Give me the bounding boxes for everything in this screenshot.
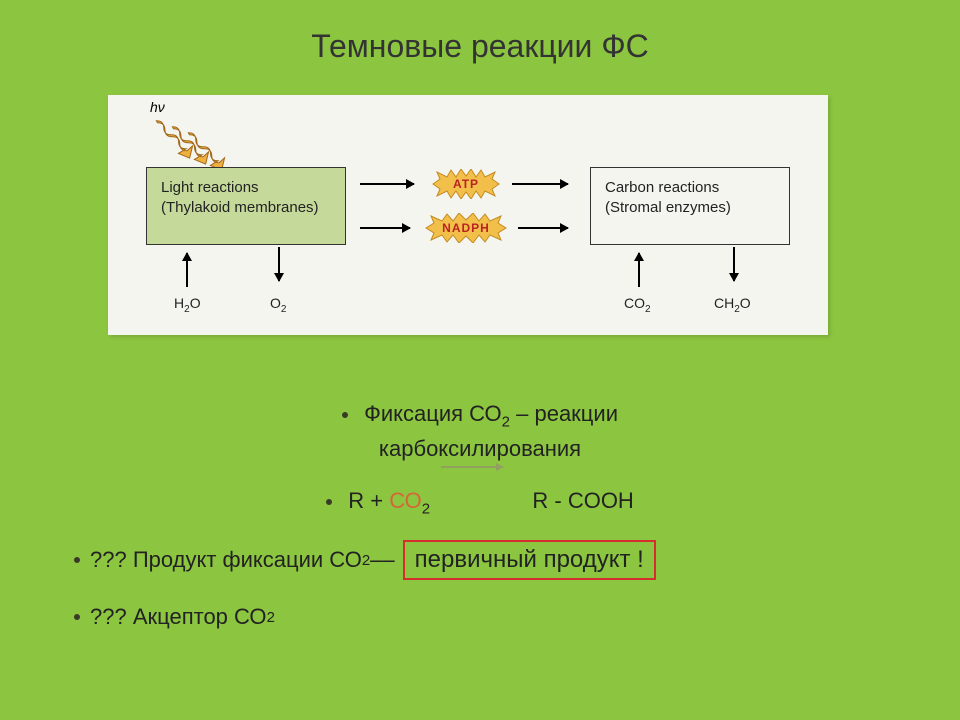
light-box-line2: (Thylakoid membranes) <box>161 198 331 218</box>
diagram-panel: hν Light reactions (Thylakoid membranes)… <box>108 95 828 335</box>
bullet-fixation: Фиксация СО2 – реакции карбоксилирования <box>0 398 960 465</box>
o2-label: O2 <box>270 295 286 315</box>
arrow-icon <box>360 227 410 229</box>
h2o-label: H2O <box>174 295 201 315</box>
light-box-line1: Light reactions <box>161 178 331 198</box>
carbon-reactions-box: Carbon reactions (Stromal enzymes) <box>590 167 790 245</box>
bullet-dot-icon <box>326 499 332 505</box>
atp-label: ATP <box>453 177 479 191</box>
line3-text: ??? Продукт фиксации СО <box>90 547 362 573</box>
line-primary-product: ??? Продукт фиксации СО2 –– первичный пр… <box>74 540 886 580</box>
co2-label: CO2 <box>624 295 651 315</box>
bullet-dot-icon <box>74 614 80 620</box>
ch2o-label: CH2O <box>714 295 751 315</box>
wavy-arrows-icon <box>154 113 234 171</box>
light-reactions-box: Light reactions (Thylakoid membranes) <box>146 167 346 245</box>
bullet-dot-icon <box>74 557 80 563</box>
bullet1-part-c: карбоксилирования <box>379 436 581 461</box>
eq-co: СО <box>389 488 422 513</box>
eq-left: R + <box>348 488 389 513</box>
line4-text: ??? Акцептор СО <box>90 604 267 630</box>
equation-line: R + СО2 R - COOH <box>0 488 960 517</box>
nadph-burst-icon: NADPH <box>424 213 508 243</box>
arrow-icon <box>360 183 414 185</box>
bullet1-part-a: Фиксация СО <box>364 401 502 426</box>
carbon-box-line1: Carbon reactions <box>605 178 775 198</box>
slide-title: Темновые реакции ФС <box>0 0 960 65</box>
nadph-label: NADPH <box>442 221 490 235</box>
eq-right: R - COOH <box>532 488 633 513</box>
line-acceptor: ??? Акцептор СО2 <box>74 604 886 630</box>
arrow-icon <box>638 253 640 287</box>
line3-connector: –– <box>370 547 394 573</box>
arrow-icon <box>186 253 188 287</box>
primary-product-highlight: первичный продукт ! <box>403 540 656 580</box>
carbon-box-line2: (Stromal enzymes) <box>605 198 775 218</box>
arrow-icon <box>733 247 735 281</box>
arrow-icon <box>512 183 568 185</box>
arrow-icon <box>518 227 568 229</box>
atp-burst-icon: ATP <box>431 169 501 199</box>
bullet-dot-icon <box>342 412 348 418</box>
bullet1-part-b: – реакции <box>510 401 618 426</box>
arrow-icon <box>278 247 280 281</box>
